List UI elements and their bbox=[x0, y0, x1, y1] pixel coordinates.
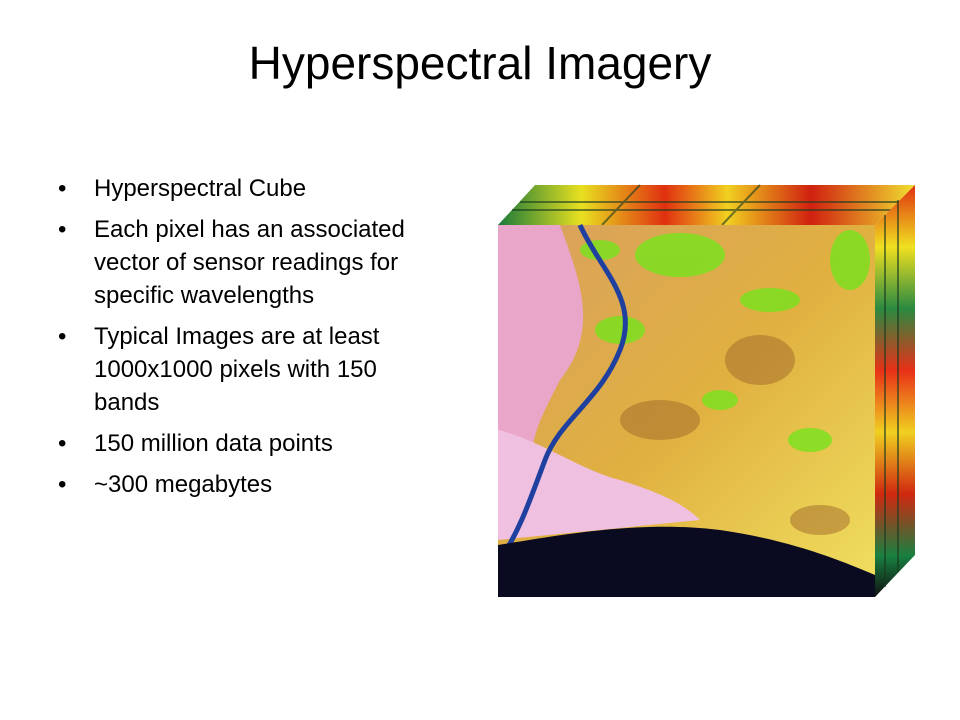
cube-top-stripes bbox=[512, 184, 900, 226]
river bbox=[497, 223, 628, 562]
bullet-item: Each pixel has an associated vector of s… bbox=[58, 213, 448, 312]
vegetation bbox=[580, 230, 870, 452]
bullet-item: Typical Images are at least 1000x1000 pi… bbox=[58, 320, 448, 419]
water-bottom bbox=[498, 526, 875, 597]
bullet-item: 150 million data points bbox=[58, 427, 448, 460]
bullet-item: ~300 megabytes bbox=[58, 468, 448, 501]
bullet-list: Hyperspectral Cube Each pixel has an asso… bbox=[58, 172, 448, 509]
cube-side bbox=[875, 185, 915, 597]
cube-side-stripes bbox=[884, 200, 899, 587]
cube-top bbox=[498, 185, 915, 225]
slide-title: Hyperspectral Imagery bbox=[248, 37, 712, 89]
terrain bbox=[620, 335, 850, 535]
hyperspectral-cube-image bbox=[497, 184, 915, 597]
bullet-item: Hyperspectral Cube bbox=[58, 172, 448, 205]
